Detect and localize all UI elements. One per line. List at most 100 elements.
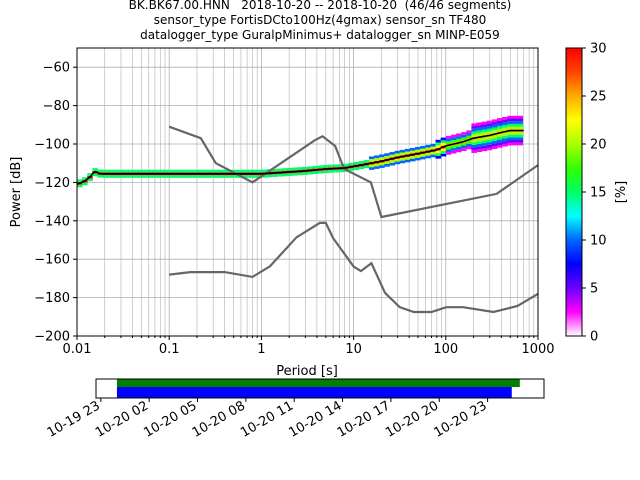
histogram-cell — [471, 139, 477, 143]
histogram-cell — [476, 143, 483, 147]
histogram-cell — [297, 167, 303, 170]
histogram-cell — [220, 169, 226, 173]
histogram-cell — [461, 145, 467, 149]
histogram-cell — [158, 169, 165, 173]
histogram-cell — [404, 156, 411, 160]
histogram-cell — [507, 137, 513, 141]
colorbar-tick-label: 20 — [590, 138, 607, 153]
timeline-psd-bar — [116, 379, 520, 387]
x-axis-label: Period [s] — [276, 364, 338, 379]
histogram-cell — [497, 128, 503, 132]
histogram-cell — [440, 140, 447, 143]
nhnm-curve — [168, 125, 539, 219]
histogram-cell — [450, 148, 457, 151]
histogram-cell — [256, 175, 262, 178]
histogram-cell — [420, 145, 426, 149]
histogram-cell — [307, 166, 314, 170]
histogram-cell — [374, 163, 380, 167]
histogram-cell — [466, 133, 472, 136]
histogram-cell — [148, 169, 155, 173]
histogram-cell — [404, 151, 411, 155]
histogram-cell — [476, 146, 483, 150]
histogram-cell — [189, 169, 196, 173]
histogram-cell — [107, 169, 114, 173]
histogram-cell — [507, 140, 513, 143]
histogram-cell — [461, 137, 467, 141]
histogram-cell — [133, 169, 139, 173]
histogram-cell — [205, 169, 211, 173]
histogram-cell — [476, 122, 483, 126]
histogram-cell — [430, 151, 436, 155]
histogram-cell — [491, 146, 498, 149]
histogram-cell — [481, 121, 488, 125]
histogram-cell — [389, 154, 395, 158]
histogram-cell — [440, 137, 447, 141]
histogram-cell — [128, 175, 134, 178]
histogram-cell — [394, 158, 401, 162]
histogram-cell — [461, 148, 467, 151]
histogram-cell — [476, 125, 483, 128]
histogram-cell — [404, 159, 411, 163]
histogram-cell — [97, 174, 104, 178]
histogram-cell — [333, 164, 339, 168]
y-axis-label: Power [dB] — [9, 157, 24, 228]
histogram-cell — [138, 175, 144, 178]
histogram-cell — [409, 147, 416, 151]
histogram-cell — [445, 146, 452, 150]
histogram-cell — [486, 139, 493, 143]
histogram-cell — [476, 141, 483, 144]
histogram-cell — [481, 132, 488, 136]
histogram-cell — [425, 152, 431, 156]
histogram-cell — [225, 175, 232, 178]
histogram-cell — [502, 138, 508, 142]
histogram-cell — [415, 157, 421, 161]
histogram-cell — [230, 169, 237, 173]
histogram-cell — [261, 174, 267, 178]
histogram-cell — [153, 169, 160, 173]
histogram-cell — [394, 161, 401, 165]
histogram-cell — [199, 169, 206, 173]
histogram-cell — [456, 133, 462, 137]
histogram-cell — [507, 123, 513, 127]
histogram-cell — [471, 128, 477, 132]
histogram-cell — [456, 146, 462, 150]
histogram-cell — [169, 169, 175, 173]
histogram-cell — [415, 155, 421, 158]
histogram-cell — [512, 121, 518, 124]
histogram-cell — [210, 169, 216, 173]
histogram-cell — [276, 173, 283, 177]
histogram-cell — [322, 170, 329, 174]
timeline-panel — [116, 379, 520, 398]
histogram-cell — [425, 155, 431, 159]
colorbar-tick-label: 15 — [590, 186, 607, 201]
histogram-cell — [481, 124, 488, 127]
histogram-cell — [491, 138, 498, 141]
histogram-cell — [322, 164, 329, 168]
histogram-cell — [512, 115, 518, 119]
histogram-cell — [143, 175, 150, 178]
histogram-cell — [271, 174, 278, 177]
histogram-cell — [112, 175, 119, 178]
histogram-cell — [379, 162, 385, 166]
histogram-cell — [517, 126, 524, 130]
histogram-cell — [266, 174, 273, 178]
histogram-cell — [502, 119, 508, 123]
histogram-cell — [174, 175, 180, 178]
histogram-cell — [486, 120, 493, 124]
histogram-cell — [404, 148, 411, 152]
histogram-cell — [440, 142, 447, 146]
timeline-tick-label: 10-20 23 — [431, 398, 489, 440]
histogram-cell — [384, 153, 390, 156]
histogram-cell — [92, 173, 98, 177]
histogram-cell — [415, 146, 421, 150]
histogram-cell — [158, 175, 165, 178]
histogram-cell — [399, 149, 406, 153]
histogram-cell — [486, 128, 493, 132]
histogram-cell — [471, 142, 477, 145]
x-tick-label: 0.1 — [159, 342, 180, 357]
timeline-tick-label: 10-20 02 — [93, 398, 151, 440]
histogram-cell — [199, 175, 206, 178]
timeline-tick-label: 10-20 08 — [190, 398, 248, 440]
histogram-cell — [384, 161, 390, 165]
histogram-cell — [497, 123, 503, 127]
